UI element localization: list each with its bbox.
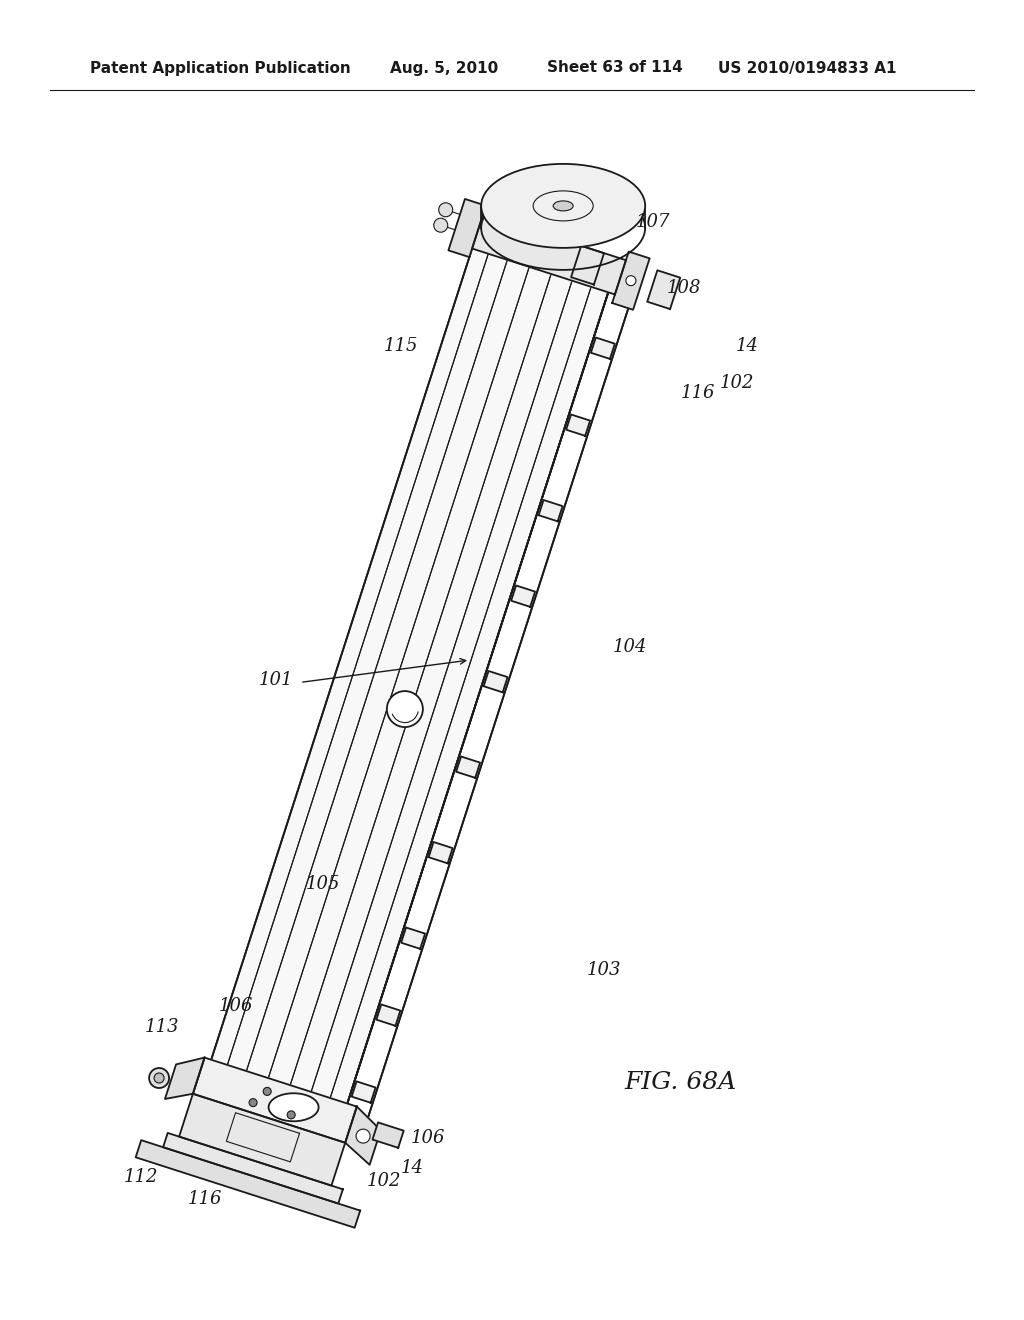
Polygon shape	[539, 500, 562, 521]
Text: 104: 104	[612, 638, 647, 656]
Polygon shape	[449, 199, 486, 257]
Circle shape	[434, 218, 447, 232]
Text: 108: 108	[667, 279, 701, 297]
Polygon shape	[566, 414, 590, 436]
Text: 106: 106	[411, 1129, 445, 1147]
Text: FIG. 68A: FIG. 68A	[624, 1071, 736, 1094]
Ellipse shape	[268, 1093, 318, 1121]
Polygon shape	[591, 338, 614, 359]
Text: 14: 14	[401, 1159, 424, 1177]
Text: 14: 14	[736, 337, 759, 355]
Polygon shape	[456, 756, 480, 777]
Circle shape	[387, 692, 423, 727]
Circle shape	[356, 1129, 370, 1143]
Ellipse shape	[553, 201, 573, 211]
Polygon shape	[165, 1057, 205, 1100]
Polygon shape	[377, 1005, 400, 1026]
Ellipse shape	[481, 164, 645, 248]
Polygon shape	[193, 1057, 356, 1143]
Polygon shape	[612, 252, 649, 310]
Text: 107: 107	[636, 213, 671, 231]
Polygon shape	[345, 1106, 381, 1164]
Circle shape	[249, 1098, 257, 1106]
Polygon shape	[373, 1122, 403, 1148]
Circle shape	[150, 1068, 169, 1088]
Polygon shape	[472, 214, 626, 294]
Polygon shape	[351, 1081, 376, 1102]
Text: 102: 102	[720, 374, 755, 392]
Text: 116: 116	[681, 384, 716, 403]
Text: Sheet 63 of 114: Sheet 63 of 114	[547, 61, 683, 75]
Polygon shape	[429, 842, 453, 863]
Polygon shape	[483, 671, 508, 693]
Text: 101: 101	[259, 671, 294, 689]
Text: 113: 113	[144, 1018, 179, 1036]
Text: 105: 105	[305, 875, 340, 894]
Circle shape	[154, 1073, 164, 1082]
Polygon shape	[136, 1140, 360, 1228]
Polygon shape	[511, 586, 536, 607]
Text: US 2010/0194833 A1: US 2010/0194833 A1	[718, 61, 896, 75]
Polygon shape	[179, 1094, 345, 1185]
Text: 106: 106	[218, 997, 253, 1015]
Text: Patent Application Publication: Patent Application Publication	[90, 61, 351, 75]
Text: 116: 116	[187, 1189, 222, 1208]
Circle shape	[263, 1088, 271, 1096]
Polygon shape	[200, 242, 610, 1139]
Polygon shape	[571, 246, 604, 285]
Text: 112: 112	[124, 1168, 159, 1187]
Circle shape	[438, 203, 453, 216]
Circle shape	[287, 1111, 295, 1119]
Polygon shape	[163, 1133, 343, 1204]
Text: 103: 103	[587, 961, 622, 979]
Circle shape	[626, 276, 636, 285]
Text: 102: 102	[367, 1172, 401, 1191]
Text: 115: 115	[384, 337, 419, 355]
Text: Aug. 5, 2010: Aug. 5, 2010	[390, 61, 499, 75]
Polygon shape	[647, 271, 680, 309]
Polygon shape	[401, 928, 425, 949]
